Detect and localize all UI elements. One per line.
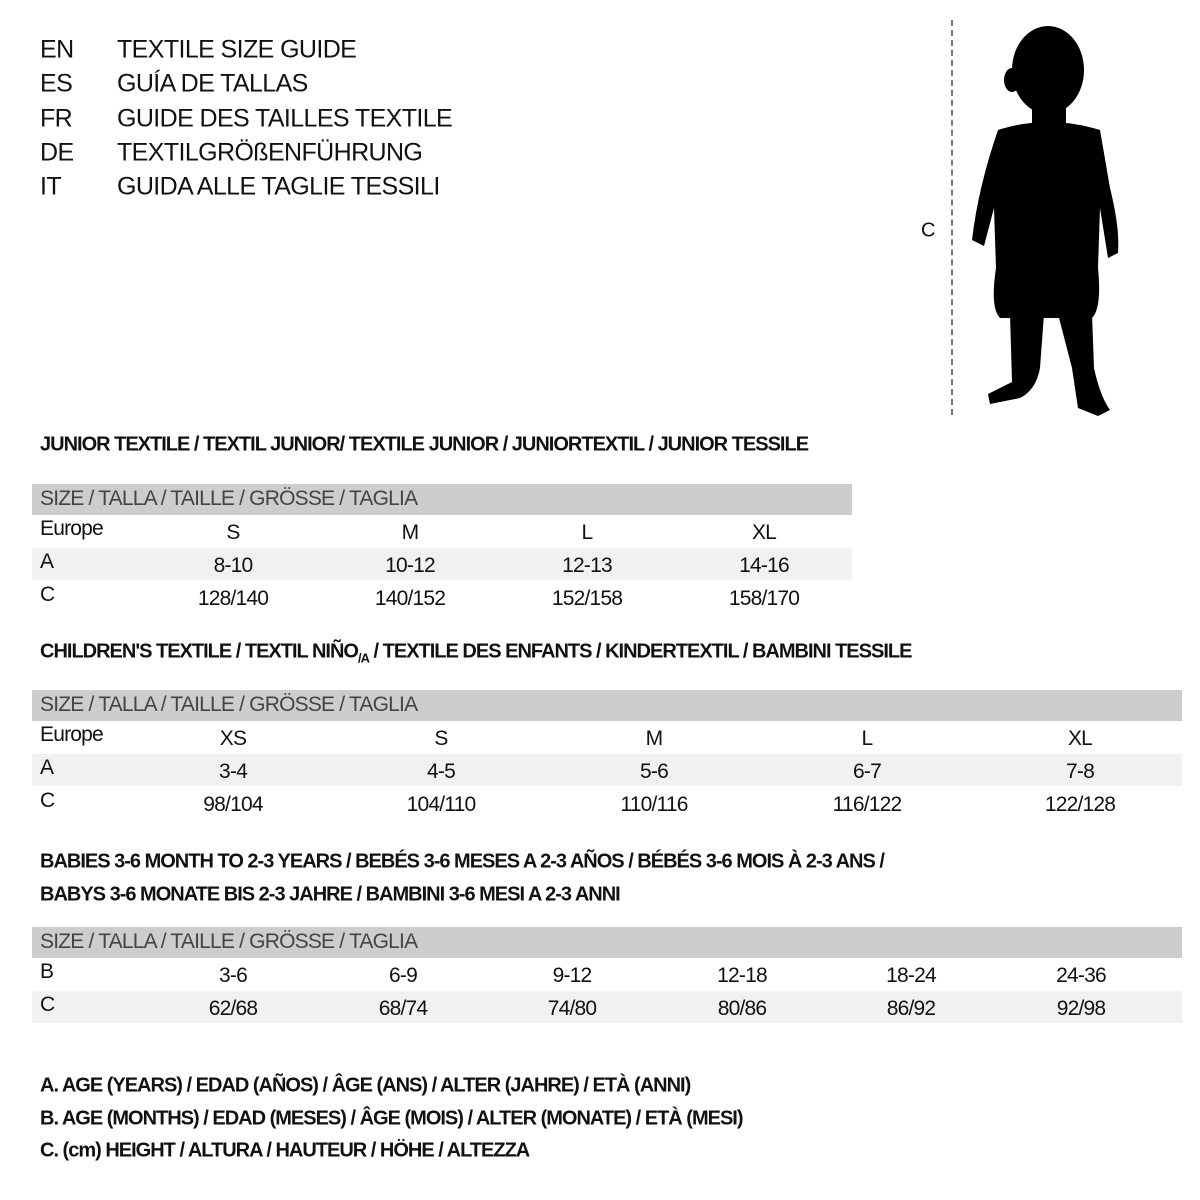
- row-label: C: [40, 583, 55, 606]
- table-cell: 152/158: [551, 587, 623, 610]
- table-cell: 116/122: [832, 793, 903, 816]
- row-label: B: [40, 960, 54, 983]
- table-cell: 3-4: [219, 760, 248, 783]
- legend-b: B. AGE (MONTHS) / EDAD (MESES) / ÂGE (MO…: [40, 1107, 744, 1130]
- language-title: TEXTILGRÖßENFÜHRUNG: [117, 138, 423, 167]
- table-cell: 158/170: [728, 587, 800, 610]
- table-cell: 80/86: [717, 997, 767, 1020]
- language-code: DE: [40, 138, 74, 167]
- height-measure-label: C: [921, 219, 935, 242]
- legend-a: A. AGE (YEARS) / EDAD (AÑOS) / ÂGE (ANS)…: [40, 1074, 691, 1097]
- table-cell: 4-5: [427, 760, 456, 783]
- babies-section-title-line1: BABIES 3-6 MONTH TO 2-3 YEARS / BEBÉS 3-…: [40, 850, 885, 873]
- table-cell: S: [226, 521, 240, 544]
- table-cell: 8-10: [213, 554, 254, 577]
- table-cell: 6-9: [389, 964, 418, 987]
- row-label: C: [40, 993, 55, 1016]
- table-cell: 68/74: [378, 997, 428, 1020]
- table-cell: 74/80: [547, 997, 597, 1020]
- table-cell: 24-36: [1056, 964, 1107, 987]
- table-cell: 92/98: [1056, 997, 1106, 1020]
- table-cell: 140/152: [374, 587, 446, 610]
- language-title: GUÍA DE TALLAS: [117, 69, 308, 98]
- language-code: ES: [40, 69, 73, 98]
- table-header-bar: [32, 927, 1182, 958]
- table-cell: 5-6: [640, 760, 669, 783]
- language-code: FR: [40, 104, 73, 133]
- table-cell: XL: [1067, 727, 1093, 750]
- table-header-label: SIZE / TALLA / TAILLE / GRÖSSE / TAGLIA: [40, 693, 418, 716]
- legend-c: C. (cm) HEIGHT / ALTURA / HAUTEUR / HÖHE…: [40, 1139, 530, 1162]
- table-header-bar: [32, 690, 1182, 721]
- table-cell: 62/68: [208, 997, 258, 1020]
- row-label: C: [40, 789, 55, 812]
- table-cell: 12-18: [717, 964, 768, 987]
- language-title: TEXTILE SIZE GUIDE: [117, 35, 357, 64]
- babies-section-title-line2: BABYS 3-6 MONATE BIS 2-3 JAHRE / BAMBINI…: [40, 883, 621, 906]
- table-cell: 7-8: [1066, 760, 1095, 783]
- table-cell: 104/110: [406, 793, 477, 816]
- table-cell: 128/140: [197, 587, 269, 610]
- table-cell: 18-24: [886, 964, 937, 987]
- table-cell: 10-12: [385, 554, 436, 577]
- table-cell: 6-7: [853, 760, 882, 783]
- table-cell: 98/104: [203, 793, 263, 816]
- table-cell: 122/128: [1044, 793, 1116, 816]
- table-cell: S: [434, 727, 448, 750]
- table-cell: L: [861, 727, 874, 750]
- table-cell: 3-6: [219, 964, 248, 987]
- junior-section-title: JUNIOR TEXTILE / TEXTIL JUNIOR/ TEXTILE …: [40, 433, 809, 456]
- children-section-title: CHILDREN'S TEXTILE / TEXTIL NIÑO/A / TEX…: [40, 640, 912, 666]
- language-code: EN: [40, 35, 74, 64]
- table-row-stripe: [32, 754, 1182, 786]
- language-code: IT: [40, 172, 62, 201]
- table-cell: 12-13: [562, 554, 613, 577]
- table-header-bar: [32, 484, 852, 515]
- table-cell: XL: [751, 521, 777, 544]
- table-row-stripe: [32, 991, 1182, 1023]
- row-label: A: [40, 756, 54, 779]
- table-cell: L: [581, 521, 594, 544]
- table-cell: 110/116: [620, 793, 688, 816]
- table-cell: M: [401, 521, 419, 544]
- table-cell: XS: [219, 727, 247, 750]
- height-measure-line: [951, 20, 953, 415]
- table-cell: M: [645, 727, 663, 750]
- table-cell: 86/92: [886, 997, 936, 1020]
- row-label: Europe: [40, 723, 104, 746]
- table-header-label: SIZE / TALLA / TAILLE / GRÖSSE / TAGLIA: [40, 930, 418, 953]
- table-cell: 9-12: [552, 964, 593, 987]
- child-silhouette-icon: [972, 26, 1119, 416]
- language-title: GUIDA ALLE TAGLIE TESSILI: [117, 172, 440, 201]
- table-row-stripe: [32, 548, 852, 580]
- row-label: Europe: [40, 517, 104, 540]
- table-cell: 14-16: [739, 554, 790, 577]
- row-label: A: [40, 550, 54, 573]
- table-header-label: SIZE / TALLA / TAILLE / GRÖSSE / TAGLIA: [40, 487, 418, 510]
- language-title: GUIDE DES TAILLES TEXTILE: [117, 104, 453, 133]
